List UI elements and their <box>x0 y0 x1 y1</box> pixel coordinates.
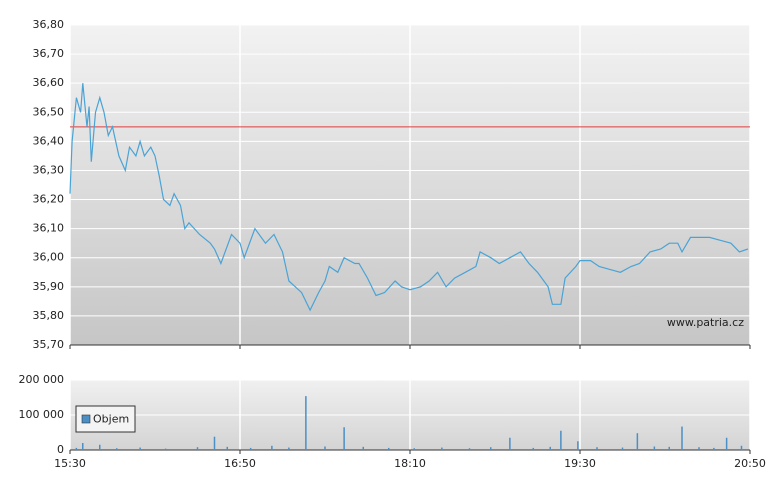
volume-bar <box>343 427 345 450</box>
volume-bar <box>653 446 656 450</box>
volume-bar <box>226 446 228 450</box>
volume-bar <box>362 446 364 450</box>
volume-bar <box>668 446 670 450</box>
volume-bar <box>549 446 551 450</box>
volume-bar <box>249 447 252 450</box>
volume-bar <box>468 448 471 450</box>
volume-bar <box>509 437 511 450</box>
volume-bar <box>99 444 101 450</box>
volume-bar <box>324 446 326 450</box>
volume-bar <box>82 443 84 450</box>
volume-bar <box>681 426 683 450</box>
y-tick-label: 36,50 <box>33 105 65 118</box>
volume-bar <box>621 447 624 450</box>
volume-bar <box>725 437 728 450</box>
x-tick-label: 18:10 <box>394 457 426 470</box>
volume-bar <box>196 447 199 450</box>
y-tick-label: 36,40 <box>33 134 65 147</box>
volume-bar <box>560 430 562 450</box>
volume-bar <box>532 447 534 450</box>
legend-label: Objem <box>93 413 129 426</box>
volume-bar <box>388 447 390 450</box>
y-tick-label: 35,80 <box>33 309 65 322</box>
volume-bar <box>713 447 715 450</box>
x-tick-label: 20:50 <box>734 457 766 470</box>
volume-bar <box>441 447 443 450</box>
y-tick-label: 36,30 <box>33 163 65 176</box>
volume-bar <box>596 447 598 450</box>
watermark: www.patria.cz <box>667 316 744 329</box>
volume-bar <box>305 396 307 450</box>
y-tick-label: 36,00 <box>33 251 65 264</box>
volume-bar <box>577 441 579 450</box>
y-tick-label: 0 <box>57 443 64 456</box>
volume-bar <box>698 447 700 450</box>
volume-bar <box>413 448 415 450</box>
price-line <box>69 83 749 312</box>
volume-bar <box>164 448 167 450</box>
volume-bar <box>288 447 290 450</box>
volume-bar <box>271 445 273 450</box>
x-tick-label: 15:30 <box>54 457 86 470</box>
y-tick-label: 100 000 <box>19 408 65 421</box>
volume-bar <box>636 433 639 450</box>
legend-swatch <box>81 414 91 424</box>
y-tick-label: 36,60 <box>33 76 65 89</box>
volume-bar <box>75 447 78 450</box>
x-tick-label: 16:50 <box>224 457 256 470</box>
y-tick-label: 35,90 <box>33 280 65 293</box>
y-tick-label: 200 000 <box>19 373 65 386</box>
y-tick-label: 36,70 <box>33 47 65 60</box>
volume-bar <box>213 436 216 450</box>
volume-bar <box>490 447 492 450</box>
volume-bar <box>740 445 743 450</box>
y-tick-label: 35,70 <box>33 338 65 351</box>
volume-bar <box>139 447 141 450</box>
x-tick-label: 19:30 <box>564 457 596 470</box>
y-tick-label: 36,10 <box>33 222 65 235</box>
volume-bar <box>116 448 118 450</box>
y-tick-label: 36,80 <box>33 18 65 31</box>
y-tick-label: 36,20 <box>33 193 65 206</box>
